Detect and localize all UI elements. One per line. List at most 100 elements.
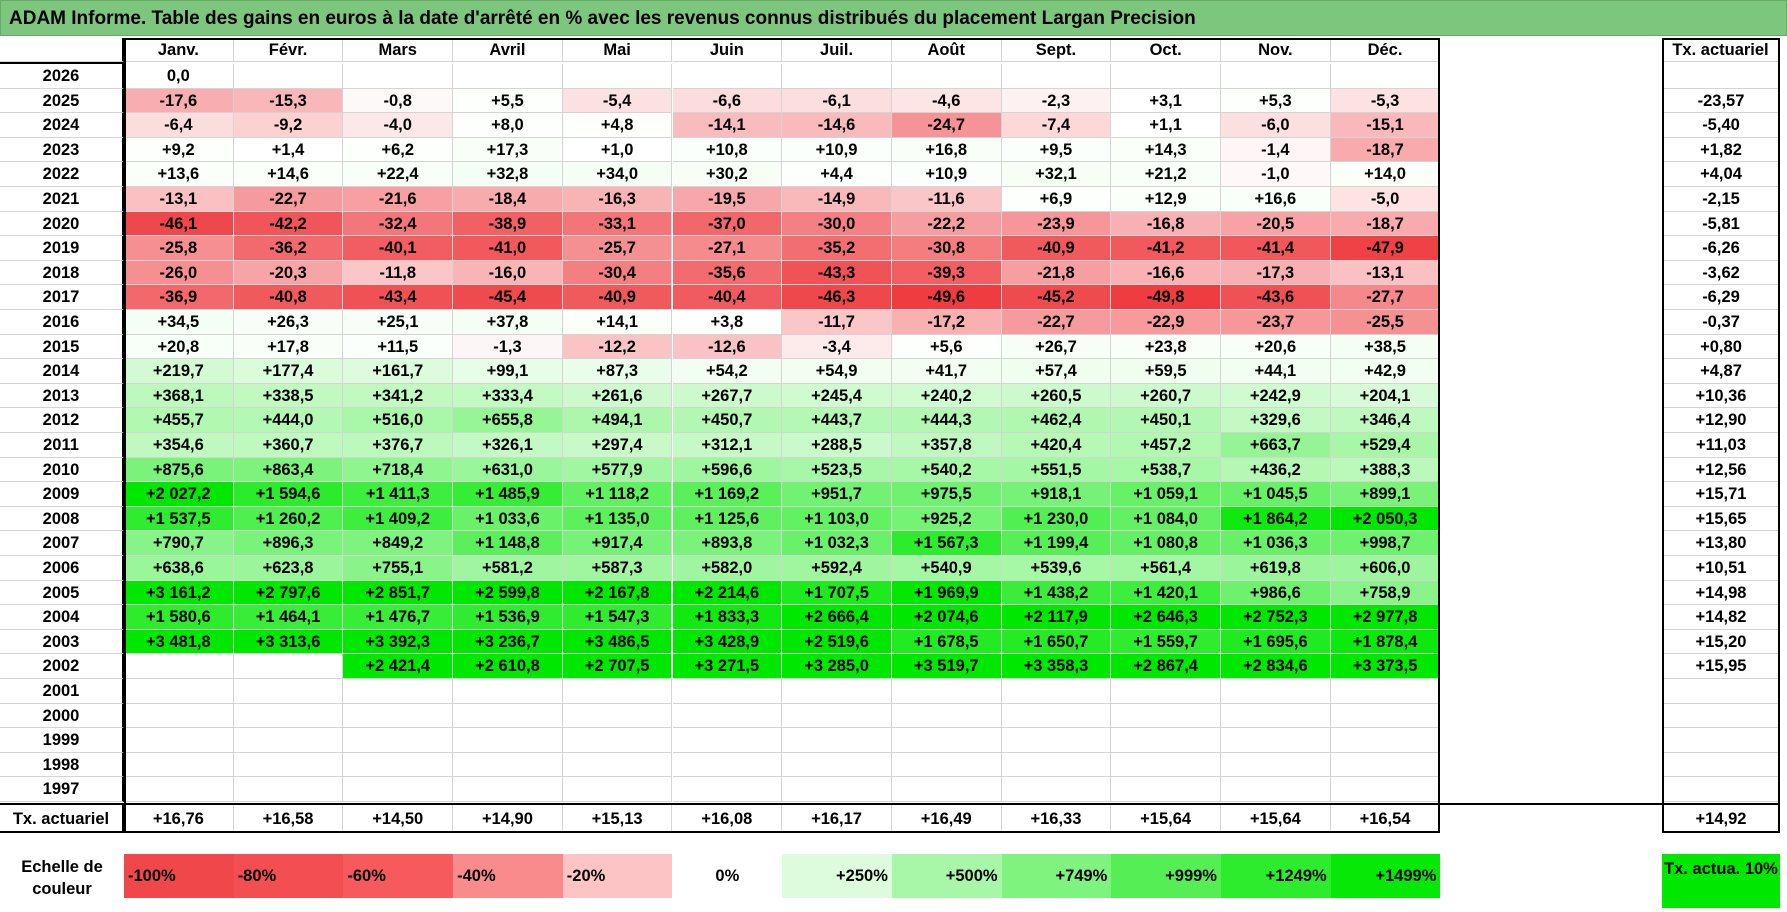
value-cell (233, 64, 344, 89)
year-label: 2019 (0, 236, 124, 261)
footer-row: Tx. actuariel +16,76 +16,58 +14,50 +14,90 +15… (0, 805, 1787, 833)
value-cell: +32,1 (1001, 162, 1112, 187)
year-label: 2022 (0, 162, 124, 187)
value-cell: +581,2 (453, 556, 563, 581)
value-cell: +177,4 (233, 359, 344, 384)
rate-cell: +11,03 (1662, 433, 1780, 458)
value-cell: -22,2 (891, 211, 1002, 237)
value-cell: +3 392,3 (343, 629, 454, 655)
value-cell: +54,9 (782, 359, 892, 384)
value-cell: +1 080,8 (1111, 531, 1221, 556)
value-cell: +3 358,3 (1001, 654, 1112, 679)
value-cell: -33,1 (562, 211, 673, 237)
value-cell: +1 103,0 (782, 506, 892, 532)
table-row: 2000 (0, 703, 1787, 729)
value-cell: +14,1 (562, 310, 673, 335)
value-cell: +4,8 (562, 113, 673, 138)
month-header: Oct. (1111, 38, 1221, 62)
value-cell: -22,7 (1001, 310, 1112, 335)
legend-swatch: -20% (562, 854, 673, 898)
value-cell: -25,7 (562, 236, 673, 261)
value-cell: -18,7 (1330, 211, 1441, 237)
value-cell: +2 646,3 (1111, 605, 1221, 630)
value-cell: -46,1 (124, 211, 234, 237)
legend-swatch: +1499% (1330, 854, 1441, 898)
value-cell: +42,9 (1330, 359, 1441, 384)
value-cell: +1 199,4 (1001, 531, 1112, 556)
value-cell: -40,4 (672, 285, 783, 310)
value-cell (782, 679, 892, 704)
value-cell: +1 135,0 (562, 506, 673, 532)
header-row: Janv. Févr. Mars Avril Mai Juin Juil. Août Sept.… (0, 38, 1787, 62)
value-cell: 0,0 (124, 64, 234, 89)
value-cell: +20,6 (1221, 334, 1331, 360)
value-cell (453, 728, 563, 753)
rate-cell: +12,56 (1662, 458, 1780, 483)
value-cell (891, 679, 1002, 704)
table-row: 2007 +790,7 +896,3 +849,2 +1 148,8 +917,4 +893… (0, 531, 1787, 556)
footer-rate: +16,58 (233, 805, 344, 833)
value-cell (1330, 752, 1441, 778)
value-cell (453, 752, 563, 778)
year-label: 2014 (0, 359, 124, 384)
value-cell: +3 285,0 (782, 654, 892, 679)
rate-cell (1662, 64, 1780, 89)
value-cell: +1 864,2 (1221, 506, 1331, 532)
footer-rate: +16,17 (782, 805, 892, 833)
value-cell: -22,9 (1111, 310, 1221, 335)
value-cell: -16,6 (1111, 260, 1221, 286)
month-header: Déc. (1330, 38, 1441, 62)
value-cell: +3 481,8 (124, 629, 234, 655)
value-cell: +2 797,6 (233, 580, 344, 606)
year-label: 2016 (0, 310, 124, 335)
value-cell: -45,2 (1001, 285, 1112, 310)
value-cell (672, 679, 783, 704)
value-cell: +875,6 (124, 457, 234, 483)
value-cell (891, 777, 1002, 802)
legend-swatch: -60% (343, 854, 454, 898)
value-cell: +11,5 (343, 334, 454, 360)
year-label: 2009 (0, 482, 124, 507)
year-label: 2025 (0, 88, 124, 114)
value-cell (343, 752, 454, 778)
year-label: 2004 (0, 605, 124, 630)
value-cell: -16,8 (1111, 211, 1221, 237)
rate-cell: +0,80 (1662, 335, 1780, 360)
value-cell: +1 420,1 (1111, 580, 1221, 606)
value-cell: +619,8 (1221, 556, 1331, 581)
rate-cell (1662, 753, 1780, 778)
value-cell (1001, 64, 1112, 89)
rate-cell: +10,36 (1662, 384, 1780, 409)
value-cell: -27,7 (1330, 285, 1441, 310)
value-cell (453, 703, 563, 729)
value-cell (343, 728, 454, 753)
value-cell: -19,5 (672, 187, 783, 212)
value-cell: -43,3 (782, 260, 892, 286)
value-cell: -38,9 (453, 211, 563, 237)
value-cell (1221, 752, 1331, 778)
value-cell (124, 654, 234, 679)
value-cell: +951,7 (782, 482, 892, 507)
value-cell (124, 728, 234, 753)
value-cell: -14,1 (672, 113, 783, 138)
value-cell: +1 118,2 (562, 482, 673, 507)
table-row: 2004 +1 580,6 +1 464,1 +1 476,7 +1 536,9 +1 5… (0, 605, 1787, 630)
value-cell: +1 485,9 (453, 482, 563, 507)
value-cell: +240,2 (891, 383, 1002, 409)
value-cell: -21,8 (1001, 260, 1112, 286)
table-row: 2026 0,0 (0, 64, 1787, 89)
table-row: 1999 (0, 728, 1787, 753)
value-cell: +523,5 (782, 457, 892, 483)
value-cell: +204,1 (1330, 383, 1441, 409)
value-cell: +3 519,7 (891, 654, 1002, 679)
value-cell: +2 851,7 (343, 580, 454, 606)
value-cell: +14,6 (233, 162, 344, 187)
value-cell: +2 050,3 (1330, 506, 1441, 532)
value-cell (1111, 728, 1221, 753)
table-row: 2014 +219,7 +177,4 +161,7 +99,1 +87,3 +54,2 +54… (0, 359, 1787, 384)
value-cell: +1 125,6 (672, 506, 783, 532)
value-cell (124, 679, 234, 704)
rate-cell: +14,98 (1662, 581, 1780, 606)
value-cell: +368,1 (124, 383, 234, 409)
value-cell: +1 476,7 (343, 605, 454, 630)
